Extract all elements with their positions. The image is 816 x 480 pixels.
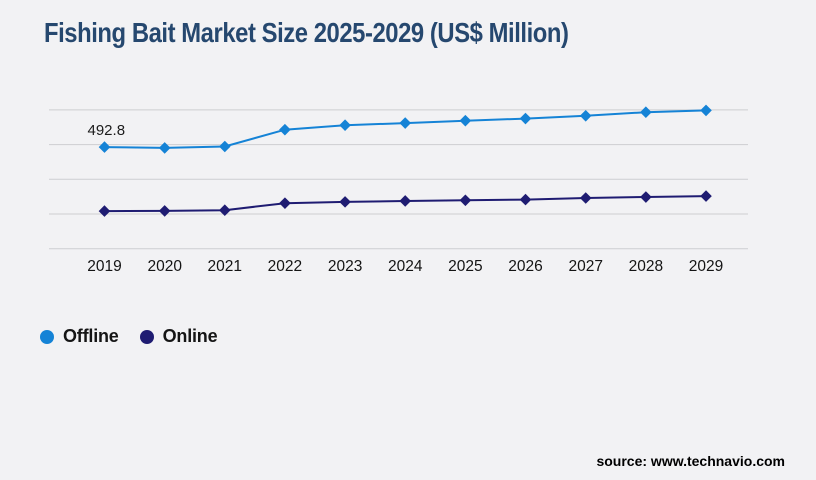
x-axis-label: 2019 [87, 258, 121, 275]
point-online-2020 [158, 205, 171, 217]
series-line-offline [104, 109, 707, 149]
point-offline-2025 [459, 114, 472, 127]
point-offline-2021 [219, 140, 231, 153]
point-online-2022 [279, 197, 291, 209]
x-axis-label: 2026 [508, 258, 542, 275]
legend-item-online: Online [139, 326, 218, 347]
x-axis-label: 2024 [388, 258, 423, 275]
point-online-2025 [459, 194, 472, 207]
data-label: 492.8 [88, 122, 126, 139]
x-axis-label: 2022 [268, 258, 302, 275]
x-axis-label: 2029 [689, 258, 723, 275]
legend: Offline Online [40, 326, 238, 347]
point-offline-2023 [339, 119, 351, 131]
point-online-2019 [98, 205, 111, 217]
x-axis-label: 2025 [448, 258, 482, 275]
point-online-2021 [218, 204, 231, 216]
legend-item-offline: Offline [40, 326, 119, 347]
legend-dot-offline [40, 329, 54, 344]
point-offline-2026 [519, 112, 532, 125]
point-offline-2020 [158, 142, 171, 154]
legend-label-online: Online [162, 326, 218, 346]
point-offline-2028 [640, 106, 652, 119]
x-axis-label: 2021 [208, 258, 242, 275]
line-chart: 2019 2020 2021 2022 2023 2024 2025 2026 2027 2028… [49, 104, 748, 275]
point-offline-2029 [700, 104, 712, 117]
point-online-2026 [519, 193, 532, 206]
x-axis-label: 2027 [568, 258, 602, 275]
point-offline-2024 [399, 117, 412, 129]
point-online-2024 [399, 195, 412, 207]
source-credit: source: www.technavio.com [596, 453, 785, 469]
point-online-2023 [339, 196, 351, 208]
x-axis-label: 2028 [629, 258, 663, 275]
x-axis-label: 2020 [147, 258, 182, 275]
chart-title: Fishing Bait Market Size 2025-2029 (US$ … [44, 17, 569, 48]
legend-label-offline: Offline [63, 326, 119, 346]
point-online-2027 [579, 192, 592, 204]
point-offline-2027 [579, 110, 592, 122]
x-axis-label: 2023 [328, 258, 362, 275]
legend-dot-online [139, 329, 154, 344]
point-offline-2022 [279, 123, 291, 136]
point-online-2029 [700, 190, 712, 202]
point-offline-2019 [98, 141, 111, 153]
point-online-2028 [640, 191, 652, 203]
